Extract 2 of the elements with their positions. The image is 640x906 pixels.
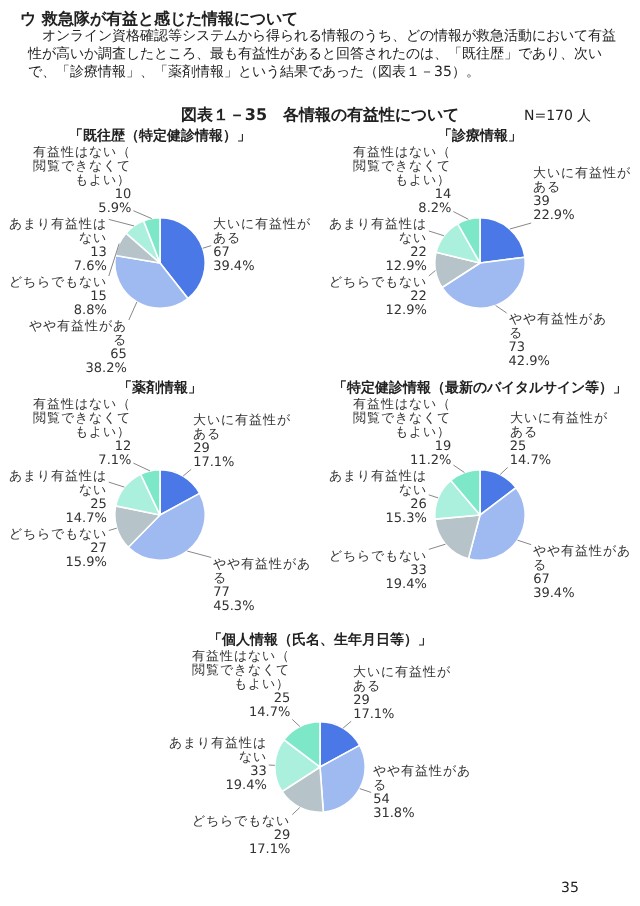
text: ウ 救急隊が有益と感じた情報について [20,8,298,28]
text: 図表１－35 各情報の有益性について [180,106,460,124]
